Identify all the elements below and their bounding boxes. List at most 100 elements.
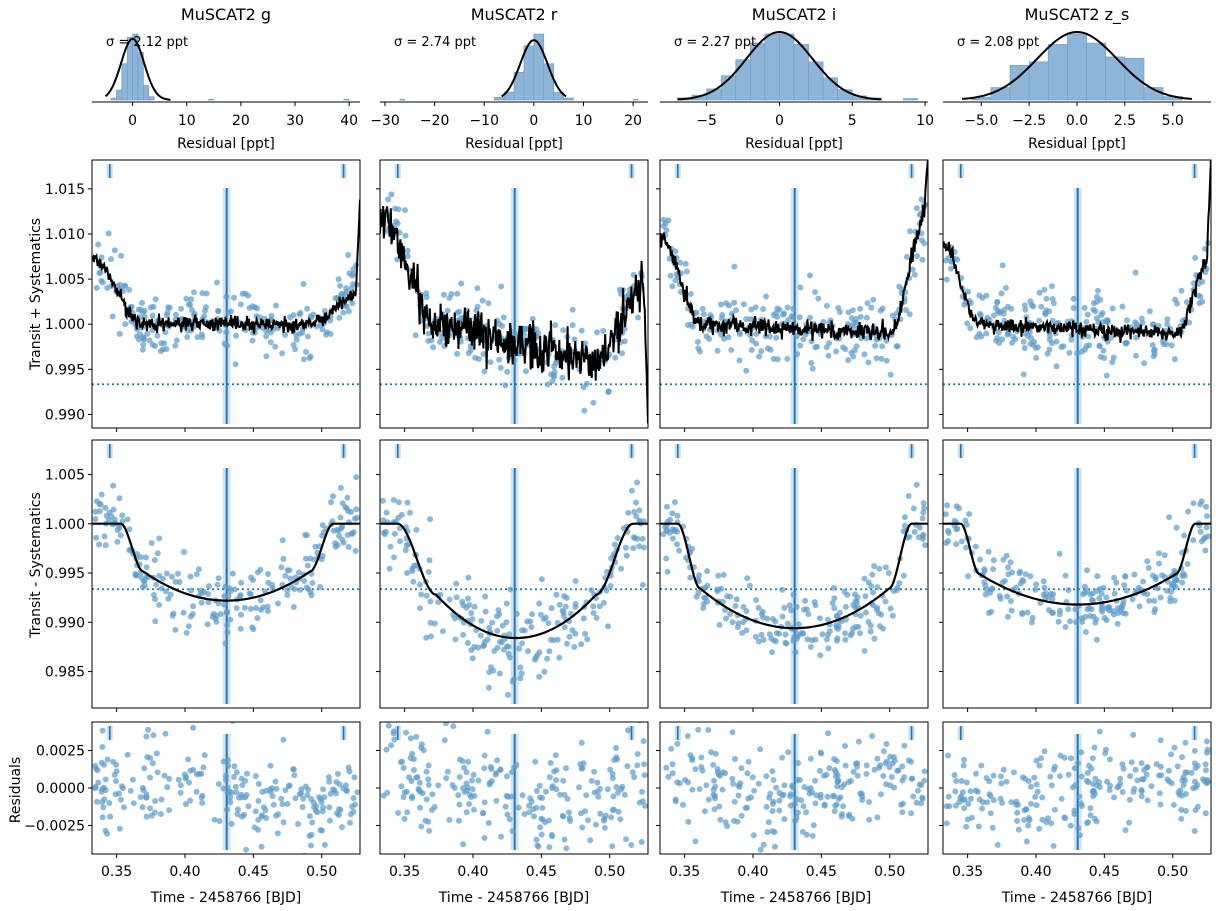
data-point [786,602,793,609]
data-point [708,749,715,756]
data-point [425,782,432,788]
data-point [460,631,467,638]
data-point [1091,815,1098,822]
data-point [545,620,552,627]
x-tick-label: 40 [340,113,358,129]
data-point [465,574,472,581]
data-point [172,342,179,349]
data-point [388,191,395,198]
x-tick-label: 0.45 [1089,864,1120,880]
data-point [411,562,417,569]
data-point [252,808,259,815]
data-point [1004,331,1011,338]
data-point [730,780,737,787]
data-point [805,611,812,618]
data-point [809,789,816,796]
data-point [1171,597,1178,604]
data-point [1089,590,1096,597]
x-tick-label: −20 [420,113,450,129]
data-point [711,792,718,799]
data-point [116,330,123,337]
data-point [1146,308,1153,315]
data-point [1036,289,1043,296]
data-point [1062,572,1069,579]
data-point [257,566,264,573]
data-point [1019,611,1026,617]
data-point [668,745,675,752]
data-point [1173,576,1180,583]
histogram-bar [343,99,350,101]
data-point [1025,778,1032,784]
data-point [838,784,845,791]
x-label-time-1: Time - 2458766 [BJD] [150,890,301,906]
data-point [854,772,861,779]
data-point [193,788,200,795]
data-point [729,775,736,782]
data-point [823,344,830,351]
data-point [551,363,557,370]
data-point [407,735,414,742]
data-point [963,823,970,830]
histogram-title: MuSCAT2 i [752,5,836,24]
data-point [254,615,261,622]
data-point [106,800,113,806]
data-point [333,779,340,785]
data-point [979,799,986,806]
data-point [227,794,234,801]
data-point [571,336,578,343]
data-point [1203,503,1210,510]
data-point [201,589,208,596]
data-point [578,765,585,772]
data-point [718,331,725,338]
plot-area [92,444,360,704]
data-point [1001,306,1008,313]
data-point [272,343,279,350]
data-point [425,776,432,783]
data-point [768,635,775,642]
data-point [139,584,146,591]
data-point [143,813,150,820]
data-point [201,752,208,759]
data-point [817,767,823,774]
plot-area [943,726,1211,850]
data-point [1153,761,1160,768]
data-point [95,779,102,786]
data-point [199,792,206,799]
data-point [1013,798,1020,805]
data-point [1082,629,1089,635]
data-point [246,305,253,311]
data-point [714,586,721,593]
data-point [425,330,432,337]
data-point [1126,796,1133,803]
data-point [1171,356,1178,363]
data-point [139,346,146,353]
data-point [523,325,530,332]
data-point [300,281,307,287]
data-point [325,774,332,781]
data-point [605,623,611,630]
data-point [263,333,270,340]
data-point [517,675,524,682]
data-point [1103,617,1110,624]
data-point [1168,342,1175,349]
data-point [1014,809,1021,816]
data-point [253,313,260,320]
histogram-bar [553,91,564,101]
data-point [100,804,107,811]
data-point [600,327,607,334]
data-point [671,528,678,535]
data-point [340,309,347,316]
data-point [1040,578,1047,585]
data-point [540,616,547,623]
data-point [273,812,280,819]
data-point [1181,572,1188,579]
data-point [579,824,586,831]
data-point [111,247,118,254]
data-point [958,778,965,784]
data-point [416,581,423,588]
data-point [824,616,831,623]
data-point [1078,749,1085,756]
